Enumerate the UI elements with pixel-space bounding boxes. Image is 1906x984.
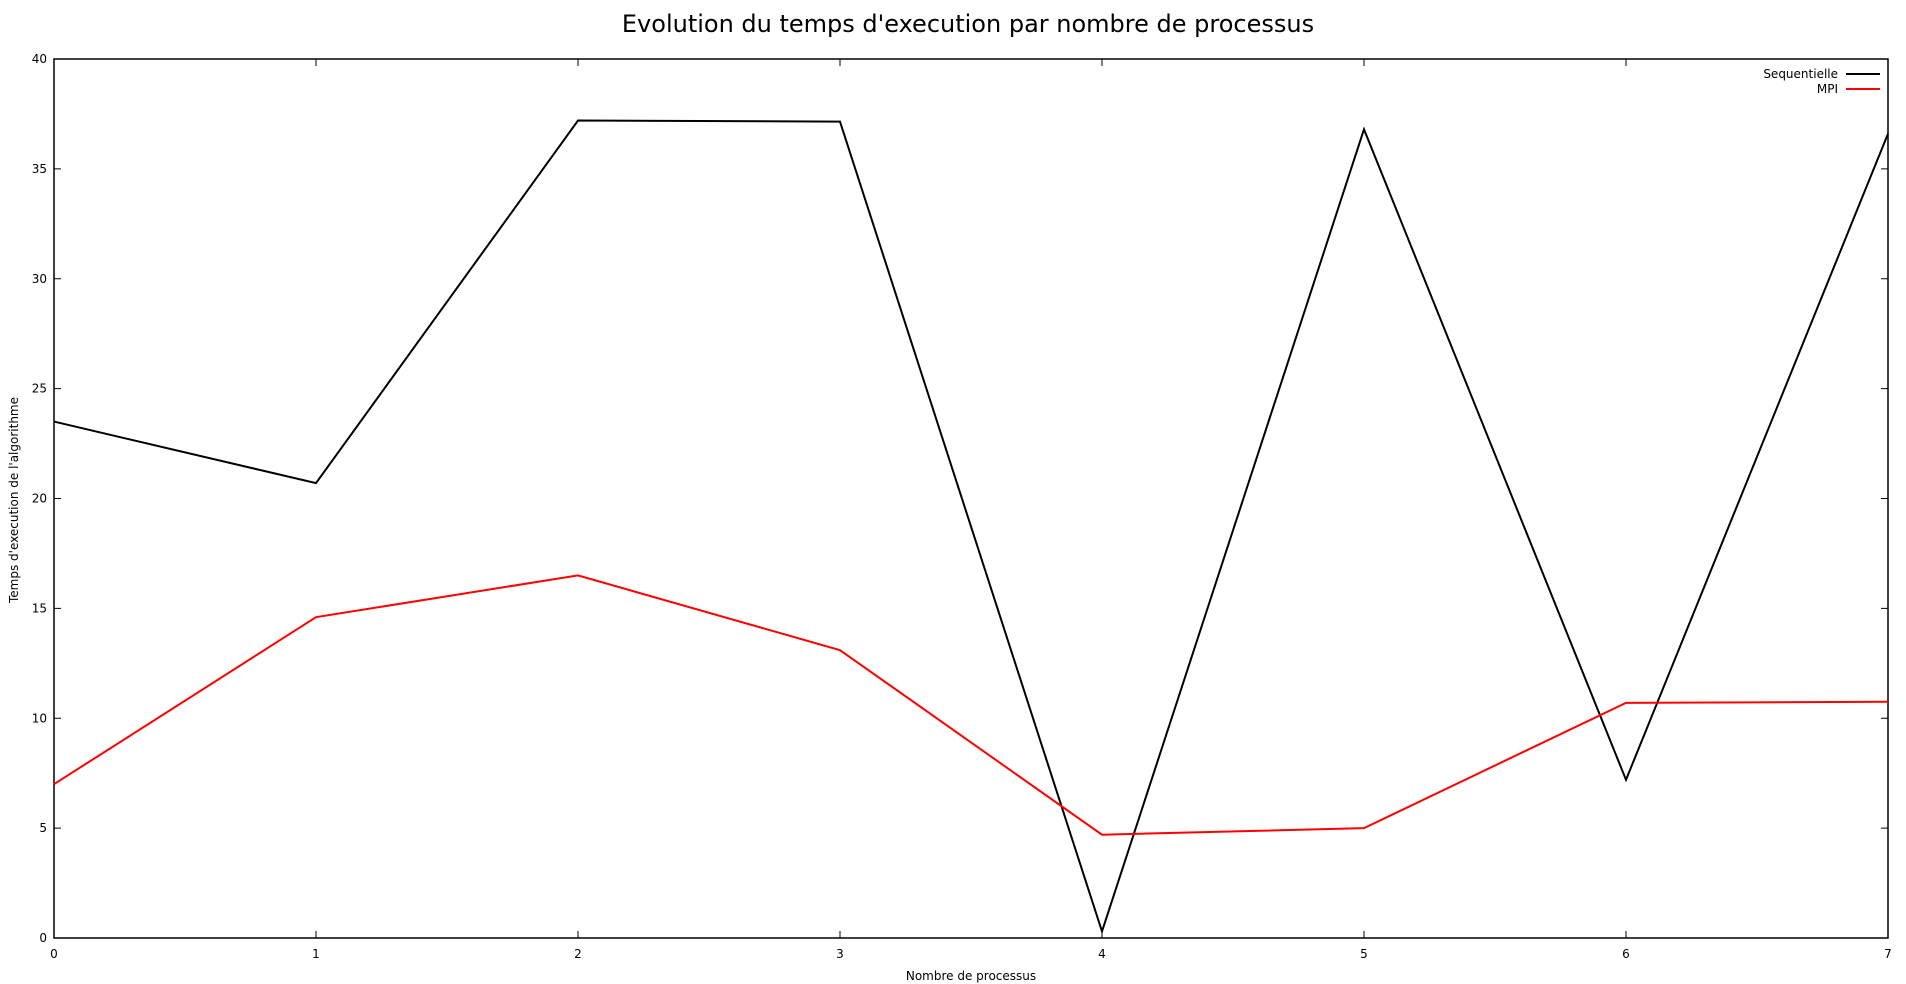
- series-line-sequentielle: [53, 119, 1889, 935]
- axis-tick-labels: 0 1 2 3 4 5 6 7 0 5 10 15 20 25 30 35 40: [32, 52, 1892, 961]
- y-axis-label: Temps d'execution de l'algorithme: [7, 397, 21, 604]
- y-tick-label: 35: [32, 162, 47, 176]
- chart-title: Evolution du temps d'execution par nombr…: [622, 10, 1314, 38]
- x-tick-label: 0: [50, 947, 58, 961]
- axis-ticks: [53, 58, 1889, 939]
- y-tick-label: 20: [32, 492, 47, 506]
- y-tick-label: 25: [32, 382, 47, 396]
- series-line-mpi: [53, 574, 1889, 836]
- legend-label: Sequentielle: [1763, 67, 1838, 81]
- x-tick-label: 1: [312, 947, 320, 961]
- x-tick-label: 5: [1360, 947, 1368, 961]
- x-tick-label: 3: [836, 947, 844, 961]
- x-axis-label: Nombre de processus: [906, 969, 1036, 983]
- y-tick-label: 30: [32, 272, 47, 286]
- y-tick-label: 5: [39, 821, 47, 835]
- y-tick-label: 10: [32, 711, 47, 725]
- legend-label: MPI: [1817, 82, 1838, 96]
- x-tick-label: 6: [1622, 947, 1630, 961]
- y-tick-label: 0: [39, 931, 47, 945]
- x-tick-label: 2: [574, 947, 582, 961]
- x-tick-label: 4: [1098, 947, 1106, 961]
- x-tick-label: 7: [1884, 947, 1892, 961]
- plot-frame: [53, 58, 1889, 939]
- y-tick-label: 40: [32, 52, 47, 66]
- y-tick-label: 15: [32, 601, 47, 615]
- series-lines: [53, 119, 1889, 935]
